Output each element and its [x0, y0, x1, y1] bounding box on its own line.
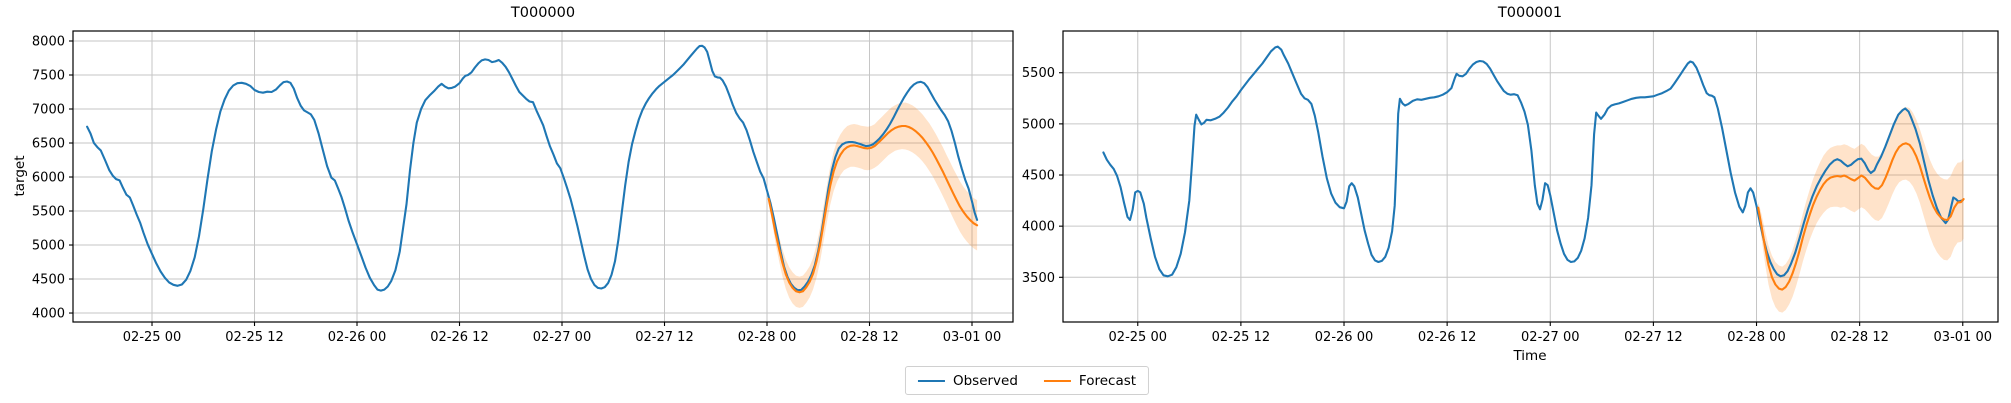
legend: Observed Forecast — [904, 366, 1150, 395]
x-tick-label: 02-26 12 — [1418, 330, 1476, 345]
chart-title: T000000 — [510, 5, 576, 21]
y-tick-label: 5000 — [32, 239, 65, 254]
x-tick-label: 03-01 00 — [1934, 330, 1992, 345]
x-tick-label: 02-25 00 — [123, 330, 181, 345]
x-tick-label: 02-28 12 — [1830, 330, 1888, 345]
plot-area: 02-25 00 02-25 12 02-26 00 02-26 12 02-27 00… — [1022, 30, 1999, 345]
forecast-series — [1757, 142, 1965, 291]
plot-border — [1062, 30, 1999, 323]
x-tick-label: 02-26 00 — [328, 330, 386, 345]
x-tick-label: 02-27 00 — [533, 330, 591, 345]
y-tick-label: 5500 — [32, 205, 65, 220]
legend-label-observed: Observed — [952, 372, 1018, 389]
legend-item-observed: Observed — [917, 372, 1018, 389]
chart-T000001: 02-25 00 02-25 12 02-26 00 02-26 12 02-27 00… — [1015, 0, 2011, 403]
x-tick-label: 02-28 00 — [738, 330, 796, 345]
plot-area: 02-25 00 02-25 12 02-26 00 02-26 12 02-27 00… — [32, 30, 1014, 345]
chart-title: T000001 — [1497, 5, 1563, 21]
x-tick-label: 02-27 12 — [1624, 330, 1682, 345]
y-tick-label: 8000 — [32, 34, 65, 49]
y-tick-label: 7500 — [32, 69, 65, 84]
chart-T000000: 02-25 00 02-25 12 02-26 00 02-26 12 02-27 00… — [12, 5, 1014, 345]
y-tick-label: 4000 — [32, 307, 65, 322]
x-tick-label: 02-25 00 — [1109, 330, 1167, 345]
y-tick-label: 5000 — [1022, 117, 1055, 132]
observed-line-swatch — [917, 379, 945, 382]
x-tick-label: 02-26 12 — [430, 330, 488, 345]
observed-series — [1102, 45, 1964, 278]
x-tick-label: 02-25 12 — [1212, 330, 1270, 345]
y-tick-label: 4000 — [1022, 220, 1055, 235]
x-tick-label: 02-26 00 — [1315, 330, 1373, 345]
y-tick-label: 7000 — [32, 103, 65, 118]
x-tick-label: 02-28 00 — [1727, 330, 1785, 345]
forecast-line-swatch — [1043, 379, 1071, 382]
legend-item-forecast: Forecast — [1043, 372, 1137, 389]
x-tick-label: 02-27 00 — [1521, 330, 1579, 345]
observed-series — [86, 44, 979, 292]
y-axis-label: target — [12, 155, 28, 197]
y-tick-label: 5500 — [1022, 66, 1055, 81]
y-tick-label: 4500 — [1022, 169, 1055, 184]
x-tick-label: 02-25 12 — [225, 330, 283, 345]
x-tick-label: 03-01 00 — [943, 330, 1001, 345]
legend-label-forecast: Forecast — [1078, 372, 1137, 389]
x-tick-label: 02-27 12 — [635, 330, 693, 345]
confidence-band — [1758, 107, 1964, 313]
forecast-series — [767, 124, 979, 294]
y-tick-label: 4500 — [32, 273, 65, 288]
x-tick-label: 02-28 12 — [840, 330, 898, 345]
x-axis-label: Time — [1513, 348, 1547, 364]
y-tick-label: 3500 — [1022, 271, 1055, 286]
y-tick-label: 6000 — [32, 171, 65, 186]
confidence-band — [768, 102, 978, 308]
y-tick-label: 6500 — [32, 137, 65, 152]
